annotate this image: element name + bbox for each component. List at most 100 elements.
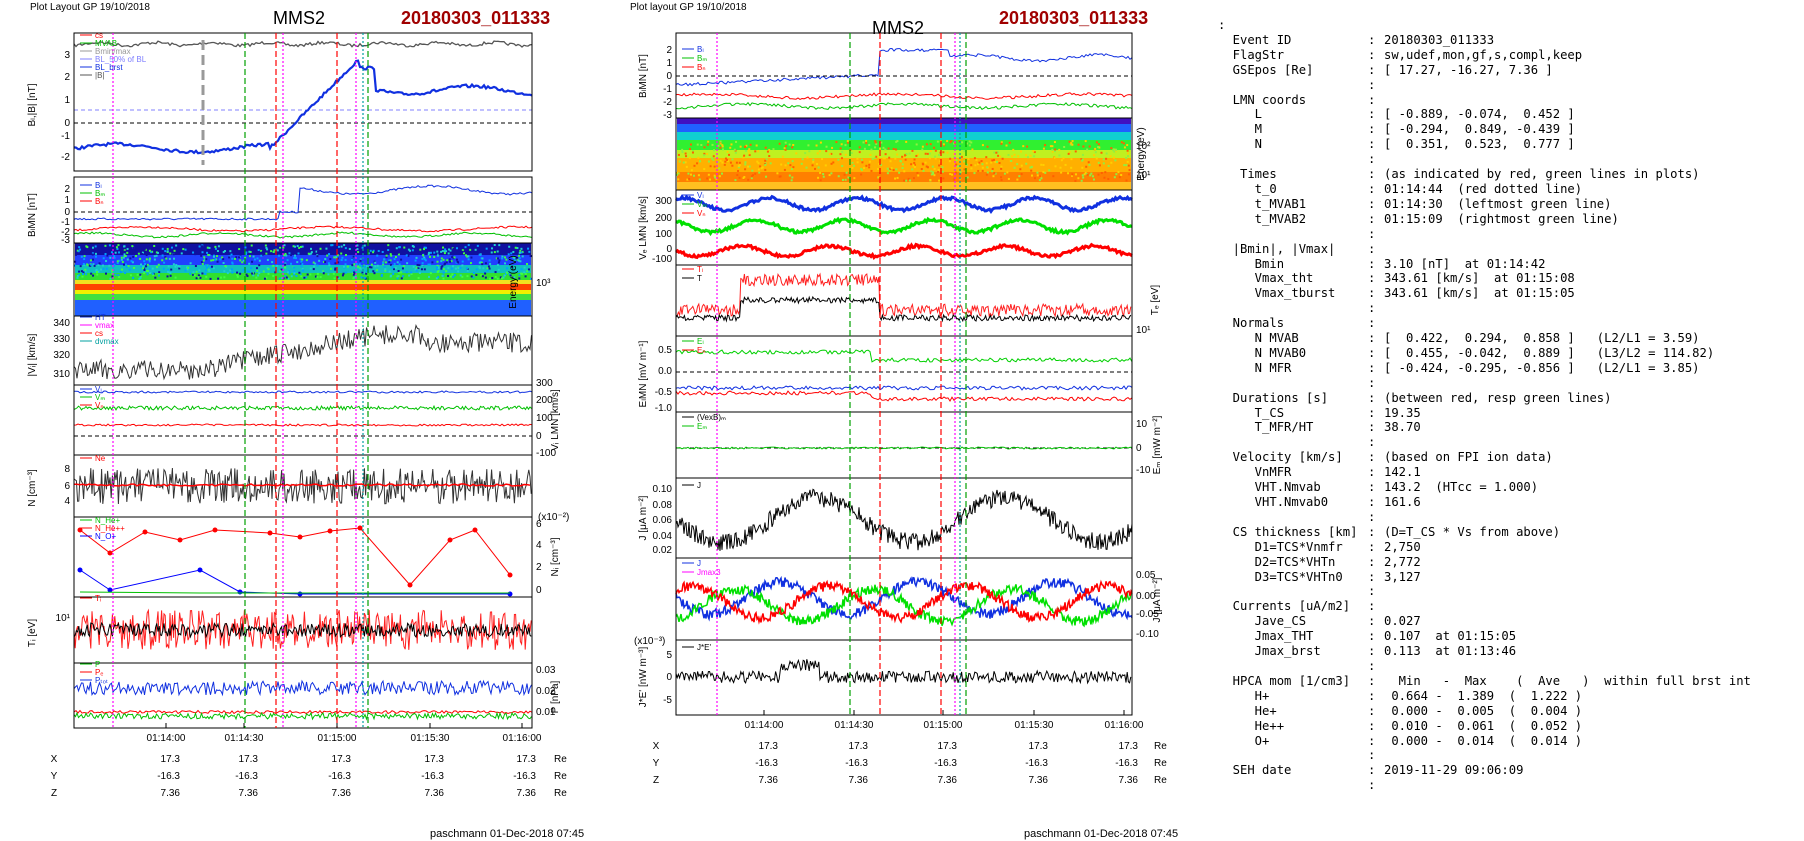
data-point [77,567,83,573]
spectrogram-pixel [401,267,404,270]
spectrogram-pixel [724,160,727,163]
spectrogram-pixel [488,259,491,262]
spectrogram-pixel [981,144,984,147]
spectrogram-pixel [489,277,492,280]
spectrogram-pixel [814,167,817,170]
spectrogram-pixel [258,264,261,267]
spectrogram-pixel [933,146,936,149]
info-value: [ 17.27, -16.27, 7.36 ] [1384,62,1553,77]
spectrogram-pixel [223,276,226,279]
spectrogram-pixel [455,258,458,261]
spectrogram-pixel [1042,164,1045,167]
spectrogram-pixel [1019,168,1022,171]
spectrogram-pixel [109,256,112,259]
spectrogram-pixel [442,271,445,274]
spectrogram-pixel [161,254,164,257]
spectrogram-pixel [334,267,337,270]
spectrogram-pixel [748,152,751,155]
coord-value: 17.3 [517,754,537,765]
spectrogram-pixel [277,254,280,257]
info-row: D2=TCS*VHTn:2,772 [1218,555,1798,570]
coord-label: X [653,741,660,752]
spectrogram-pixel [124,263,127,266]
spectrogram-pixel [78,246,81,249]
spectrogram-pixel [147,244,150,247]
spectrogram-pixel [932,171,935,174]
series-NHe+ [79,591,510,594]
info-key: SEH date [1218,763,1292,778]
y-tick-label: -0.05 [1136,609,1159,620]
spectrogram-pixel [74,264,77,267]
spectrogram-pixel [256,269,259,272]
y-tick-label: 100 [655,229,672,240]
left-plot-header: Plot Layout GP 19/10/2018 [30,2,150,13]
spectrogram-pixel [340,252,343,255]
info-key: Times [1218,167,1277,182]
info-colon: : [1368,77,1376,92]
data-point [297,591,303,597]
spectrogram-pixel [697,174,700,177]
spectrogram-pixel [689,143,692,146]
spectrogram-pixel [293,273,296,276]
spectrogram-pixel [889,167,892,170]
spectrogram-pixel [427,263,430,266]
spectrogram-pixel [875,142,878,145]
spectrogram-pixel [725,158,728,161]
info-key: LMN coords [1218,92,1307,107]
info-key: D3=TCS*VHTn0 [1218,569,1343,584]
coord-label: X [51,754,58,765]
spectrogram-pixel [484,262,487,265]
spectrogram-pixel [819,171,822,174]
spectrogram-pixel [512,250,515,253]
spectrogram-pixel [428,251,431,254]
y-tick-label: 6 [64,481,70,492]
spectrogram-pixel [374,265,377,268]
spectrogram-pixel [955,163,958,166]
spectrogram-pixel [464,246,467,249]
legend-label: (VexB)ₘ [697,413,726,422]
spectrogram-pixel [299,258,302,261]
spectrogram-pixel [949,141,952,144]
y-axis-label: Bₗ,|B| [nT] [27,83,38,126]
spectrogram-pixel [754,172,757,175]
spectrogram-pixel [411,244,414,247]
spectrogram-pixel [286,259,289,262]
spectrogram-pixel [905,153,908,156]
info-colon: : [1368,524,1376,539]
spectrogram-pixel [248,270,251,273]
y-tick-label: 200 [655,213,672,224]
x-tick-label: 01:15:30 [411,733,450,744]
legend-label: N_He+ [95,516,120,525]
spectrogram-pixel [811,164,814,167]
spectrogram-pixel [788,174,791,177]
legend-label: Bₗ [95,181,102,190]
spectrogram-pixel [738,161,741,164]
spectrogram-pixel [265,276,268,279]
spectrogram-pixel [894,177,897,180]
spectrogram-pixel [206,249,209,252]
spectrogram-pixel [230,268,233,271]
spectrogram-pixel [267,268,270,271]
spectrogram-pixel [1020,150,1023,153]
spectrogram-pixel [903,170,906,173]
spectrogram-pixel [840,143,843,146]
spectrogram-pixel [146,273,149,276]
spectrogram-pixel [447,274,450,277]
spectrogram-pixel [224,265,227,268]
spectrogram-pixel [344,271,347,274]
spectrogram-pixel [157,274,160,277]
data-point [77,527,83,533]
info-value: 2019-11-29 09:06:09 [1384,763,1524,778]
spectrogram-pixel [106,254,109,257]
spectrogram-pixel [262,270,265,273]
spectrogram-pixel [276,249,279,252]
spectrogram-pixel [929,150,932,153]
spectrogram-pixel [684,152,687,155]
spectrogram-pixel [1084,140,1087,143]
legend-label: BL_brst [95,63,123,72]
spectrogram-pixel [505,271,508,274]
spectrogram-band [75,273,531,280]
spectrogram-pixel [331,244,334,247]
spectrogram-pixel [892,147,895,150]
y-axis-label: EₗMN [mV m⁻¹] [638,340,649,407]
